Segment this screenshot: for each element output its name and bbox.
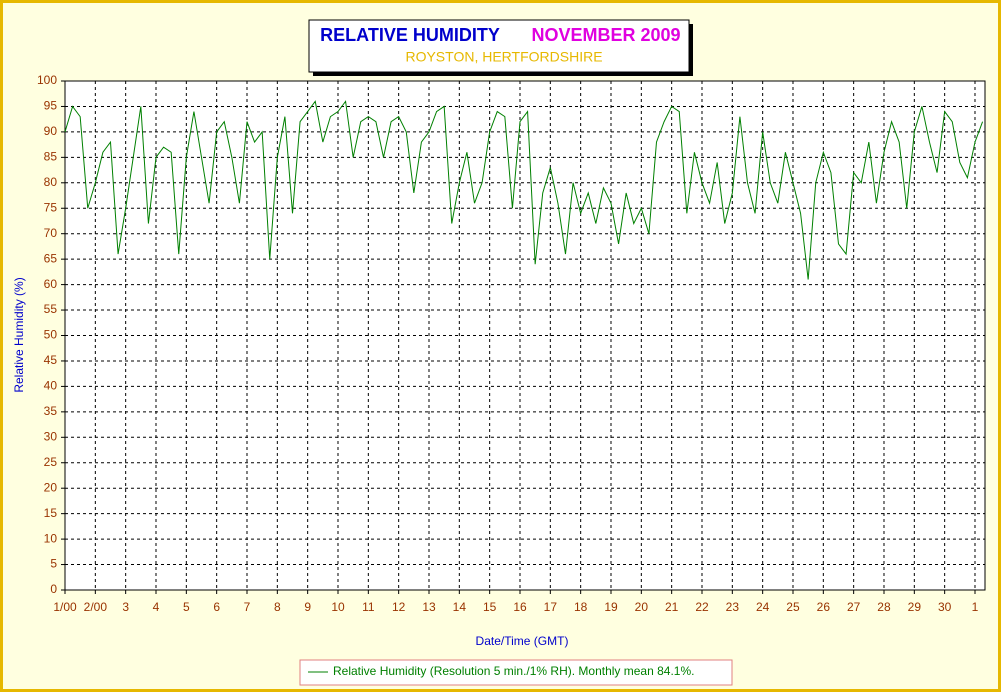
x-tick-label: 22	[695, 600, 709, 614]
x-tick-label: 30	[938, 600, 952, 614]
chart-title: RELATIVE HUMIDITY	[320, 25, 500, 45]
y-tick-label: 15	[44, 506, 58, 520]
x-tick-label: 1/00	[53, 600, 77, 614]
x-tick-label: 16	[513, 600, 527, 614]
y-tick-label: 5	[50, 557, 57, 571]
title-box	[308, 19, 690, 73]
y-tick-label: 85	[44, 150, 58, 164]
plot-area	[65, 81, 985, 590]
x-tick-label: 9	[304, 600, 311, 614]
x-tick-label: 5	[183, 600, 190, 614]
y-tick-label: 25	[44, 455, 58, 469]
x-tick-label: 4	[153, 600, 160, 614]
x-tick-label: 15	[483, 600, 497, 614]
x-tick-label: 11	[362, 600, 375, 614]
y-tick-label: 100	[37, 73, 57, 87]
y-tick-label: 55	[44, 302, 58, 316]
y-tick-label: 35	[44, 404, 58, 418]
x-tick-label: 21	[665, 600, 679, 614]
x-axis-label: Date/Time (GMT)	[476, 634, 569, 648]
legend-label: Relative Humidity (Resolution 5 min./1% …	[333, 664, 694, 678]
y-tick-label: 0	[50, 582, 57, 596]
x-tick-label: 29	[908, 600, 922, 614]
chart-subtitle: ROYSTON, HERTFORDSHIRE	[405, 49, 602, 65]
y-axis-label: Relative Humidity (%)	[12, 277, 26, 392]
y-tick-label: 20	[44, 480, 58, 494]
x-tick-label: 18	[574, 600, 588, 614]
x-tick-label: 1	[972, 600, 979, 614]
y-tick-label: 75	[44, 200, 58, 214]
y-tick-label: 80	[44, 175, 58, 189]
x-tick-label: 28	[877, 600, 891, 614]
y-tick-label: 60	[44, 277, 58, 291]
x-tick-label: 26	[817, 600, 831, 614]
y-tick-label: 40	[44, 379, 58, 393]
x-tick-label: 8	[274, 600, 281, 614]
line-series	[64, 100, 984, 280]
x-tick-label: 25	[786, 600, 800, 614]
x-tick-label: 6	[213, 600, 220, 614]
plot-border	[64, 80, 986, 591]
x-tick-label: 12	[392, 600, 406, 614]
y-tick-label: 90	[44, 124, 58, 138]
legend-box	[299, 659, 733, 686]
y-tick-label: 70	[44, 226, 58, 240]
x-tick-label: 7	[244, 600, 251, 614]
y-tick-label: 95	[44, 99, 58, 113]
x-tick-label: 27	[847, 600, 861, 614]
x-tick-label: 17	[544, 600, 558, 614]
x-tick-label: 14	[453, 600, 467, 614]
x-tick-label: 3	[122, 600, 129, 614]
y-tick-label: 50	[44, 328, 58, 342]
x-tick-label: 2/00	[84, 600, 108, 614]
y-tick-label: 45	[44, 353, 58, 367]
y-tick-label: 65	[44, 251, 58, 265]
x-tick-label: 23	[726, 600, 740, 614]
x-tick-label: 13	[422, 600, 436, 614]
y-tick-label: 30	[44, 429, 58, 443]
y-tick-label: 10	[44, 531, 58, 545]
x-tick-label: 20	[635, 600, 649, 614]
x-tick-label: 24	[756, 600, 770, 614]
chart-title-date: NOVEMBER 2009	[531, 25, 680, 45]
x-tick-label: 10	[331, 600, 345, 614]
x-tick-label: 19	[604, 600, 618, 614]
